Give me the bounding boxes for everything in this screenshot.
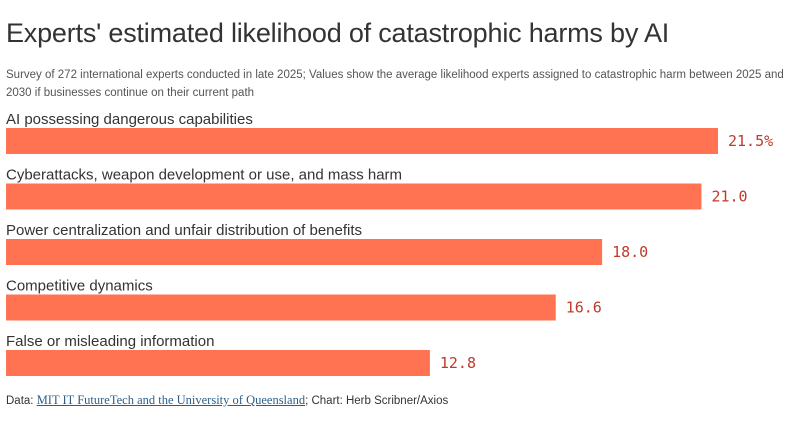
category-label-cyberattacks-weapon-development-or-use-and-mass-harm: Cyberattacks, weapon development or use,… [6,167,402,184]
data-prefix: Data: [6,395,37,407]
bar-competitive-dynamics [6,294,556,321]
chart-subtitle: Survey of 272 international experts cond… [6,69,784,99]
value-label-power-centralization-and-unfair-distribution-of-benefits: 18.0 [612,243,648,261]
bar-ai-possessing-dangerous-capabilities [6,128,718,154]
chart-footer: Data: MIT IT FutureTech and the Universi… [6,393,448,408]
source-link[interactable]: MIT IT FutureTech and the University of … [36,393,306,407]
value-label-cyberattacks-weapon-development-or-use-and-mass-harm: 21.0 [711,188,747,206]
value-label-competitive-dynamics: 16.6 [566,299,602,317]
value-label-false-or-misleading-information: 12.8 [440,354,476,372]
value-label-ai-possessing-dangerous-capabilities: 21.5% [728,132,773,150]
category-label-power-centralization-and-unfair-distribution-of-benefits: Power centralization and unfair distribu… [6,222,362,239]
bar-false-or-misleading-information [6,350,430,376]
bar-chart: AI possessing dangerous capabilities 21.5… [6,111,773,376]
chart-credit: ; Chart: Herb Scribner/Axios [305,395,449,407]
category-label-competitive-dynamics: Competitive dynamics [6,278,153,295]
category-label-ai-possessing-dangerous-capabilities: AI possessing dangerous capabilities [6,111,253,128]
bar-cyberattacks-weapon-development-or-use-and-mass-harm [6,183,702,210]
chart-title: Experts' estimated likelihood of catastr… [6,18,670,48]
category-label-false-or-misleading-information: False or misleading information [6,333,214,350]
bar-power-centralization-and-unfair-distribution-of-benefits [6,239,603,265]
